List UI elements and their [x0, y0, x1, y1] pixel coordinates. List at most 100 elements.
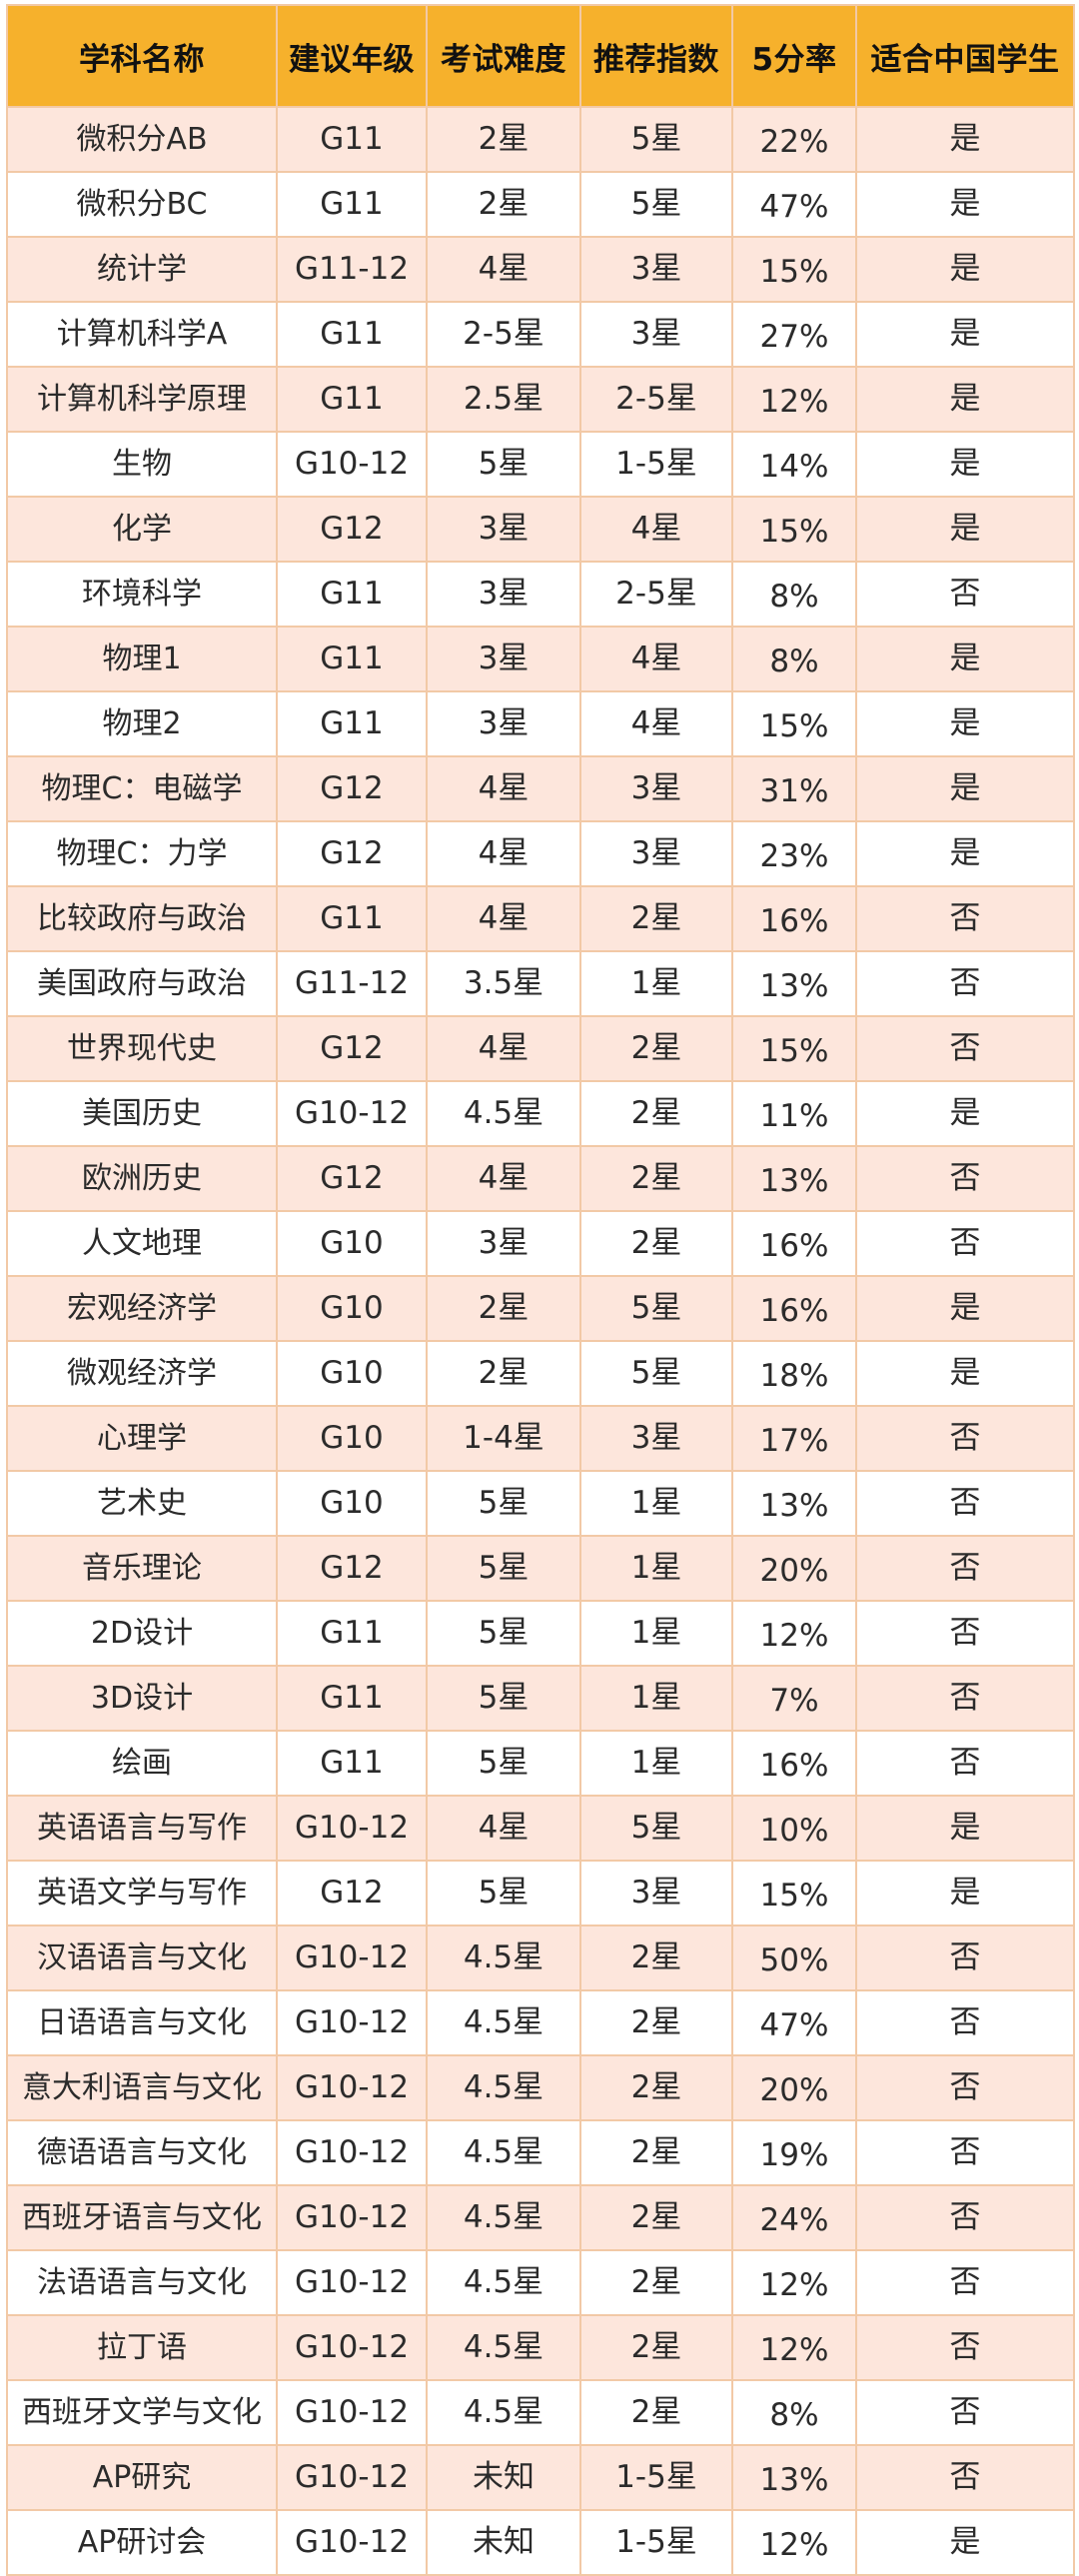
- suitable-cell: 否: [855, 2054, 1075, 2121]
- recommendation-cell: 3星: [579, 1405, 733, 1472]
- subject-cell: 人文地理: [6, 1210, 278, 1277]
- recommendation-cell: 1星: [579, 1470, 733, 1537]
- grade-cell: G11: [276, 1600, 428, 1667]
- suitable-cell: 否: [855, 1925, 1075, 1991]
- recommendation-cell: 2星: [579, 1145, 733, 1212]
- recommendation-cell: 2星: [579, 1210, 733, 1277]
- suitable-cell: 是: [855, 301, 1075, 368]
- table-row: 拉丁语 G10-12 4.5星 2星 12% 否: [6, 2314, 1075, 2381]
- table-row: 微积分BC G11 2星 5星 47% 是: [6, 171, 1075, 238]
- recommendation-cell: 4星: [579, 626, 733, 692]
- recommendation-cell: 2-5星: [579, 366, 733, 433]
- recommendation-cell: 3星: [579, 236, 733, 303]
- table-row: 环境科学 G11 3星 2-5星 8% 否: [6, 561, 1075, 628]
- suitable-cell: 否: [855, 1730, 1075, 1797]
- suitable-cell: 是: [855, 690, 1075, 757]
- recommendation-cell: 2星: [579, 2249, 733, 2316]
- difficulty-cell: 4.5星: [426, 1080, 581, 1147]
- grade-cell: G12: [276, 820, 428, 887]
- subject-cell: 2D设计: [6, 1600, 278, 1667]
- five-rate-cell: 31%: [731, 755, 857, 822]
- recommendation-cell: 2星: [579, 1989, 733, 2056]
- difficulty-cell: 4.5星: [426, 1989, 581, 2056]
- difficulty-cell: 4.5星: [426, 2249, 581, 2316]
- difficulty-cell: 3星: [426, 496, 581, 563]
- table-row: 计算机科学原理 G11 2.5星 2-5星 12% 是: [6, 366, 1075, 433]
- header-subject-name: 学科名称: [6, 4, 278, 108]
- table-row: 生物 G10-12 5星 1-5星 14% 是: [6, 431, 1075, 498]
- difficulty-cell: 5星: [426, 1470, 581, 1537]
- subject-cell: 宏观经济学: [6, 1275, 278, 1342]
- difficulty-cell: 4.5星: [426, 2119, 581, 2186]
- suitable-cell: 是: [855, 1340, 1075, 1407]
- subject-cell: 绘画: [6, 1730, 278, 1797]
- five-rate-cell: 20%: [731, 2054, 857, 2121]
- table-row: 绘画 G11 5星 1星 16% 否: [6, 1730, 1075, 1797]
- subject-cell: AP研究: [6, 2444, 278, 2511]
- difficulty-cell: 4星: [426, 820, 581, 887]
- five-rate-cell: 22%: [731, 106, 857, 173]
- subject-cell: 比较政府与政治: [6, 885, 278, 952]
- table-header: 学科名称 建议年级 考试难度 推荐指数 5分率 适合中国学生: [6, 4, 1075, 108]
- suitable-cell: 否: [855, 1989, 1075, 2056]
- header-row: 学科名称 建议年级 考试难度 推荐指数 5分率 适合中国学生: [6, 4, 1075, 108]
- five-rate-cell: 47%: [731, 1989, 857, 2056]
- subject-cell: 西班牙文学与文化: [6, 2379, 278, 2446]
- grade-cell: G10-12: [276, 431, 428, 498]
- suitable-cell: 是: [855, 106, 1075, 173]
- five-rate-cell: 27%: [731, 301, 857, 368]
- difficulty-cell: 4星: [426, 1145, 581, 1212]
- grade-cell: G10: [276, 1405, 428, 1472]
- difficulty-cell: 2星: [426, 1340, 581, 1407]
- table-row: 微观经济学 G10 2星 5星 18% 是: [6, 1340, 1075, 1407]
- suitable-cell: 否: [855, 1470, 1075, 1537]
- difficulty-cell: 5星: [426, 1665, 581, 1732]
- grade-cell: G11: [276, 1730, 428, 1797]
- subject-cell: 拉丁语: [6, 2314, 278, 2381]
- grade-cell: G10: [276, 1210, 428, 1277]
- grade-cell: G11: [276, 885, 428, 952]
- grade-cell: G10-12: [276, 2444, 428, 2511]
- subject-cell: 微积分BC: [6, 171, 278, 238]
- grade-cell: G12: [276, 1015, 428, 1082]
- table-row: 美国政府与政治 G11-12 3.5星 1星 13% 否: [6, 950, 1075, 1017]
- recommendation-cell: 5星: [579, 106, 733, 173]
- table-row: 物理C：电磁学 G12 4星 3星 31% 是: [6, 755, 1075, 822]
- grade-cell: G10-12: [276, 1925, 428, 1991]
- suitable-cell: 是: [855, 2509, 1075, 2576]
- subject-cell: AP研讨会: [6, 2509, 278, 2576]
- subject-cell: 美国政府与政治: [6, 950, 278, 1017]
- difficulty-cell: 4星: [426, 1015, 581, 1082]
- difficulty-cell: 3.5星: [426, 950, 581, 1017]
- five-rate-cell: 20%: [731, 1535, 857, 1602]
- table-row: 法语语言与文化 G10-12 4.5星 2星 12% 否: [6, 2249, 1075, 2316]
- recommendation-cell: 4星: [579, 690, 733, 757]
- five-rate-cell: 15%: [731, 1860, 857, 1927]
- suitable-cell: 否: [855, 2379, 1075, 2446]
- five-rate-cell: 16%: [731, 1210, 857, 1277]
- difficulty-cell: 2星: [426, 106, 581, 173]
- difficulty-cell: 2星: [426, 1275, 581, 1342]
- five-rate-cell: 19%: [731, 2119, 857, 2186]
- recommendation-cell: 1-5星: [579, 2444, 733, 2511]
- subject-cell: 汉语语言与文化: [6, 1925, 278, 1991]
- suitable-cell: 否: [855, 1145, 1075, 1212]
- subject-cell: 生物: [6, 431, 278, 498]
- table-row: 计算机科学A G11 2-5星 3星 27% 是: [6, 301, 1075, 368]
- difficulty-cell: 未知: [426, 2444, 581, 2511]
- suitable-cell: 否: [855, 885, 1075, 952]
- suitable-cell: 否: [855, 1405, 1075, 1472]
- suitable-cell: 否: [855, 2444, 1075, 2511]
- table-row: 日语语言与文化 G10-12 4.5星 2星 47% 否: [6, 1989, 1075, 2056]
- suitable-cell: 是: [855, 1795, 1075, 1862]
- recommendation-cell: 2星: [579, 2184, 733, 2251]
- five-rate-cell: 18%: [731, 1340, 857, 1407]
- five-rate-cell: 23%: [731, 820, 857, 887]
- recommendation-cell: 2星: [579, 1015, 733, 1082]
- suitable-cell: 是: [855, 1275, 1075, 1342]
- difficulty-cell: 5星: [426, 431, 581, 498]
- grade-cell: G12: [276, 1535, 428, 1602]
- table-row: 艺术史 G10 5星 1星 13% 否: [6, 1470, 1075, 1537]
- five-rate-cell: 17%: [731, 1405, 857, 1472]
- five-rate-cell: 15%: [731, 690, 857, 757]
